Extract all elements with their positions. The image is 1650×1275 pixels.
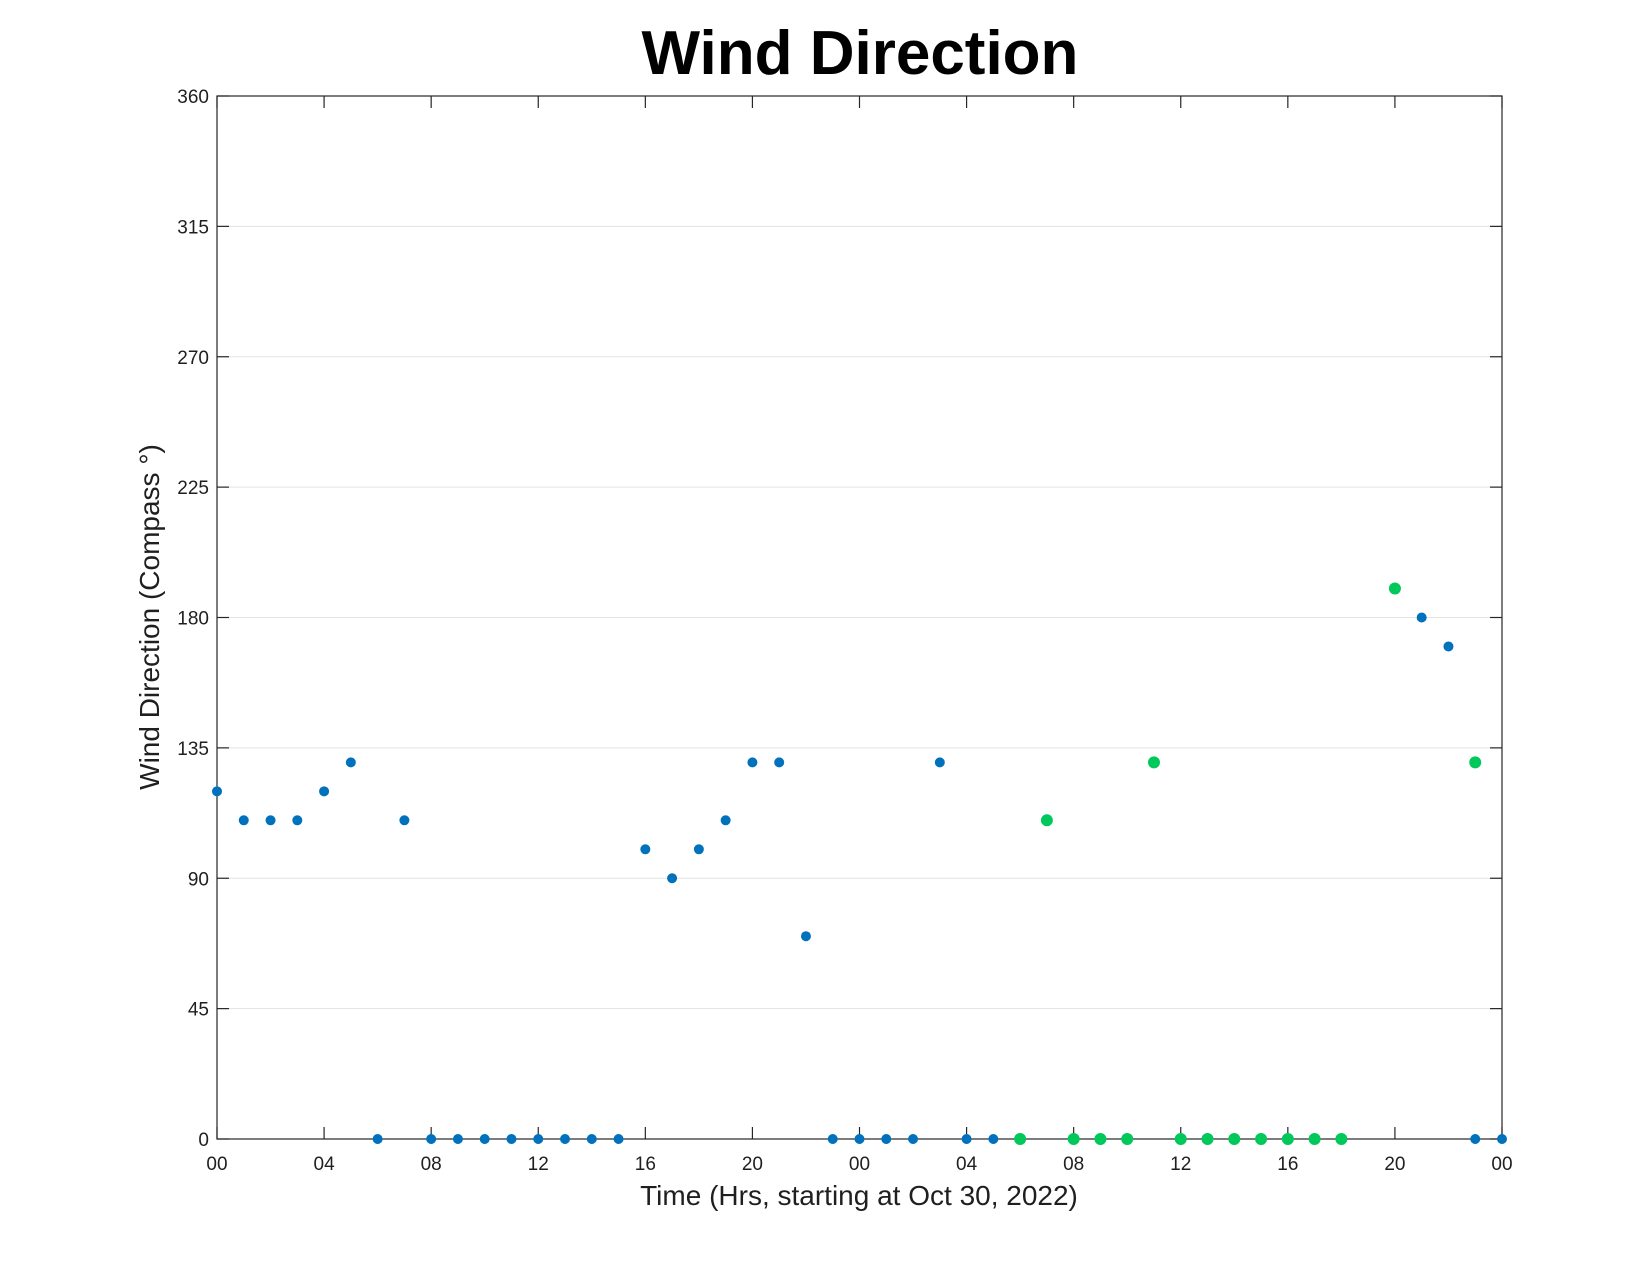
x-tick-label: 04 <box>314 1154 336 1175</box>
data-point <box>854 1134 865 1144</box>
data-point <box>372 1134 383 1144</box>
x-axis-label: Time (Hrs, starting at Oct 30, 2022) <box>640 1180 1078 1211</box>
data-point <box>613 1134 624 1144</box>
y-tick-label: 180 <box>177 609 209 630</box>
y-tick-label: 0 <box>198 1130 209 1151</box>
data-point <box>426 1134 437 1144</box>
x-tick-label: 12 <box>528 1154 549 1175</box>
data-point <box>961 1134 972 1144</box>
data-point <box>212 786 222 797</box>
data-point <box>479 1134 490 1144</box>
data-point <box>1497 1134 1507 1144</box>
data-point <box>747 757 758 768</box>
grid <box>217 225 1502 1010</box>
y-axis-label: Wind Direction (Compass °) <box>134 444 165 790</box>
data-point <box>1469 756 1482 769</box>
data-point <box>640 844 651 855</box>
data-point <box>1121 1133 1134 1145</box>
data-point <box>881 1134 892 1144</box>
data-point <box>1470 1134 1481 1144</box>
data-point <box>506 1134 517 1144</box>
data-point <box>292 815 303 826</box>
x-tick-label: 12 <box>1170 1154 1191 1175</box>
data-point <box>1443 641 1454 652</box>
data-point <box>908 1134 919 1144</box>
tick-labels: 0 45 90 135 180 225 270 315 360 00 04 08 12 16 20 00 04 0… <box>177 87 1512 1175</box>
data-point <box>1255 1133 1268 1145</box>
data-point <box>399 815 410 826</box>
data-point <box>693 844 704 855</box>
data-point <box>988 1134 999 1144</box>
data-points <box>212 582 1507 1145</box>
y-tick-label: 315 <box>177 217 209 238</box>
data-point <box>452 1134 463 1144</box>
y-tick-label: 360 <box>177 87 209 108</box>
data-point <box>533 1134 544 1144</box>
data-point <box>1416 612 1427 623</box>
x-tick-label: 20 <box>742 1154 763 1175</box>
x-tick-label: 04 <box>956 1154 978 1175</box>
data-point <box>560 1134 571 1144</box>
data-point <box>1228 1133 1241 1145</box>
y-tick-label: 135 <box>177 739 209 760</box>
y-tick-label: 45 <box>188 1000 209 1021</box>
chart-title: Wind Direction <box>642 19 1079 88</box>
y-tick-label: 270 <box>177 348 209 369</box>
data-point <box>720 815 731 826</box>
data-point <box>800 931 811 942</box>
x-tick-label: 00 <box>849 1154 870 1175</box>
data-point <box>1040 814 1053 827</box>
data-point <box>827 1134 838 1144</box>
data-point <box>1388 582 1401 595</box>
x-tick-label: 08 <box>1063 1154 1084 1175</box>
data-point <box>238 815 249 826</box>
x-tick-label: 00 <box>206 1154 227 1175</box>
data-point <box>1094 1133 1107 1145</box>
x-tick-label: 20 <box>1384 1154 1405 1175</box>
x-tick-label: 08 <box>421 1154 442 1175</box>
data-point <box>586 1134 597 1144</box>
x-tick-label: 16 <box>635 1154 656 1175</box>
x-tick-label: 16 <box>1277 1154 1298 1175</box>
data-point <box>1014 1133 1027 1145</box>
data-point <box>1308 1133 1321 1145</box>
data-point <box>345 757 356 768</box>
data-point <box>934 757 945 768</box>
y-tick-label: 225 <box>177 478 209 499</box>
data-point <box>1147 756 1160 769</box>
data-point <box>1201 1133 1214 1145</box>
data-point <box>319 786 330 797</box>
y-tick-label: 90 <box>188 869 209 890</box>
data-point <box>265 815 276 826</box>
data-point <box>1281 1133 1294 1145</box>
data-point <box>1174 1133 1187 1145</box>
data-point <box>774 757 785 768</box>
data-point <box>1335 1133 1348 1145</box>
data-point <box>667 873 678 884</box>
data-point <box>1067 1133 1080 1145</box>
x-tick-label: 00 <box>1491 1154 1512 1175</box>
